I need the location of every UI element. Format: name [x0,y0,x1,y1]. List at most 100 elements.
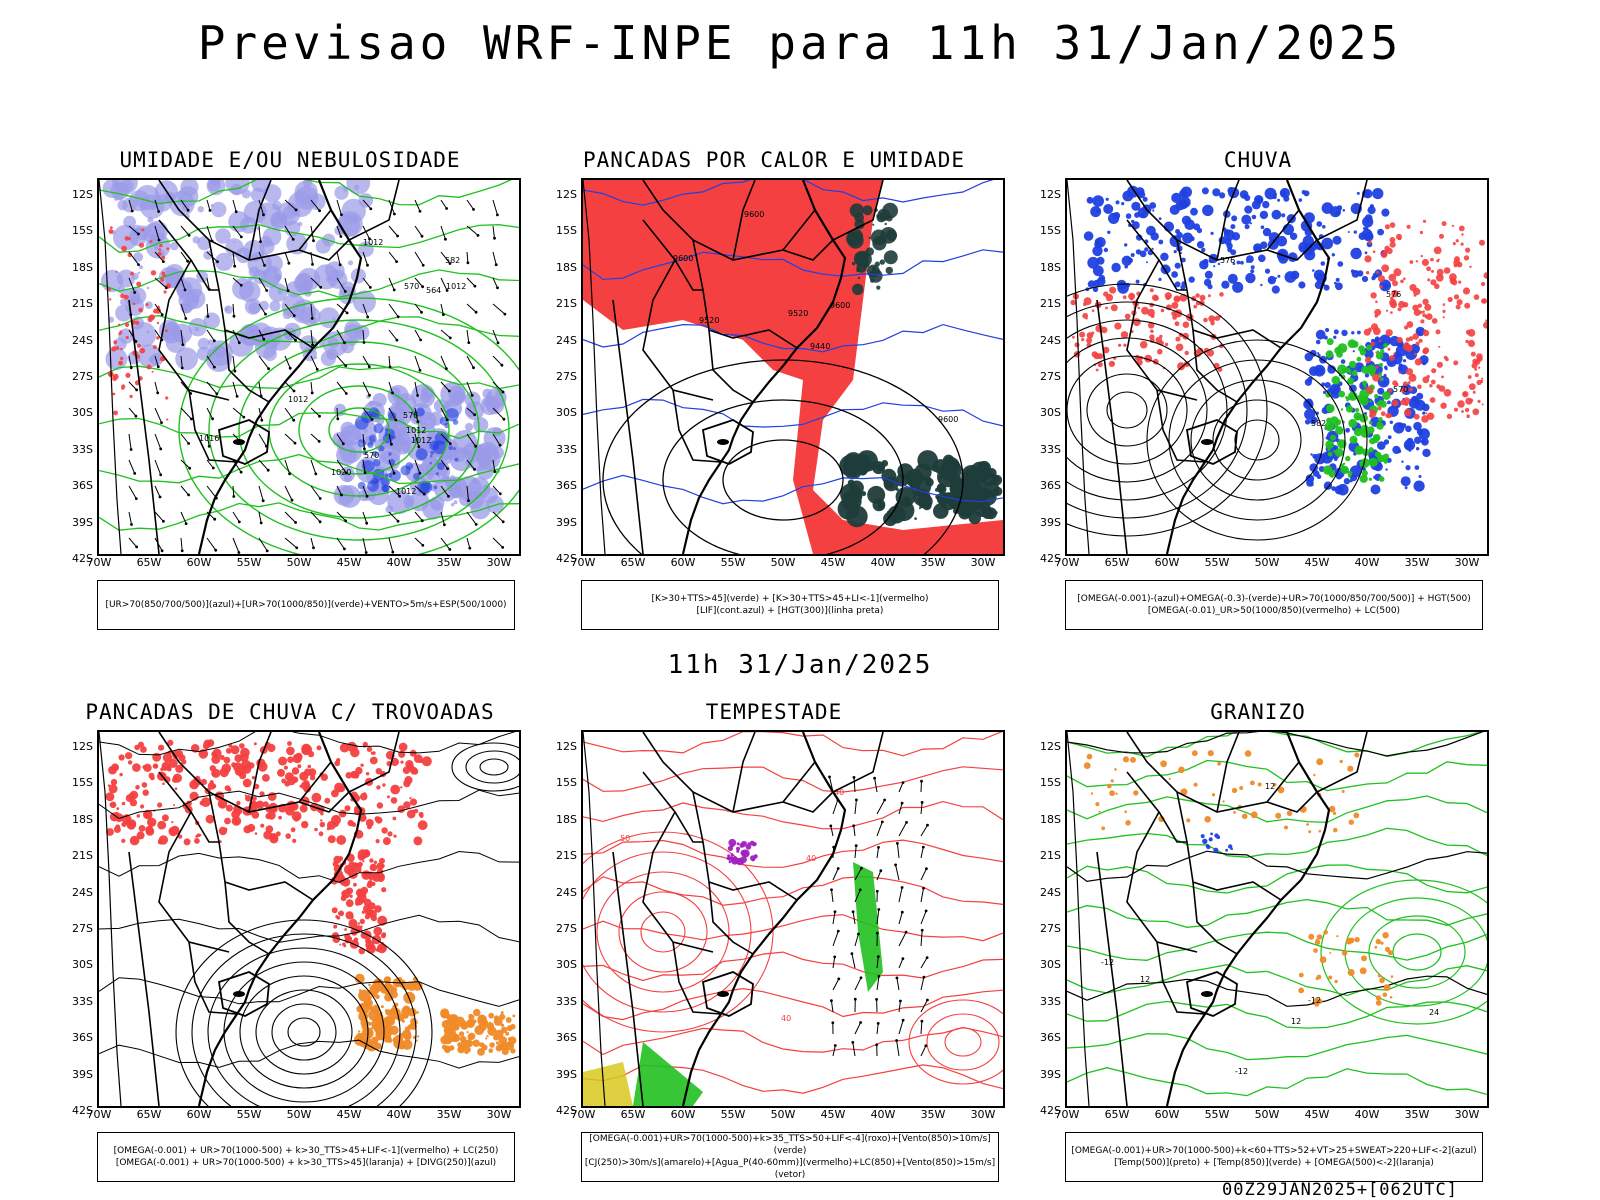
contour-label: 570 [1393,385,1408,394]
shaded-field [1363,219,1487,423]
y-tick-label: 21S [556,297,577,311]
contour-label: 1012 [406,426,426,435]
x-tick-label: 50W [286,556,312,569]
contour-label: -12 [1308,996,1321,1005]
contour-lines [178,297,519,554]
contour-lines [451,742,519,792]
y-tick-label: 18S [1040,812,1061,826]
y-tick-label: 30S [72,958,93,972]
panel-tempestade: TEMPESTADE 12S 15S 18S 21S 24S 27S 30S 33S 36S 39S… [539,700,1009,1190]
y-tick-label: 18S [556,260,577,274]
contour-label: 1016 [199,434,219,443]
isolines [99,732,519,1069]
panel-title: GRANIZO [1210,700,1306,724]
panel-title: PANCADAS POR CALOR E UMIDADE [582,148,965,172]
x-tick-label: 55W [1204,1108,1230,1121]
shaded-field [1303,326,1431,496]
legend-line: [OMEGA(-0.001)+UR>70(1000-500)+k<60+TTS>… [1071,1146,1477,1156]
y-tick-label: 24S [1040,333,1061,347]
contour-label: 9600 [673,254,693,263]
contour-lines [583,831,774,1033]
isolines [1067,732,1487,1007]
contour-label: 576 [403,411,418,420]
y-tick-label: 27S [72,370,93,383]
y-tick-label: 42S [1040,552,1061,565]
y-tick-label: 33S [72,994,93,1008]
contour-lines [602,359,964,554]
x-tick-label: 70W [570,556,596,569]
y-tick-label: 30S [1040,958,1061,972]
contour-label: 1012 [288,395,308,404]
y-tick-label: 27S [556,922,577,935]
contour-label: 1012 [411,436,431,445]
x-tick-label: 30W [486,556,512,569]
forecast-map: 40 50 40 40 [581,730,1005,1108]
x-tick-label: 35W [436,556,462,569]
x-tick-label: 55W [720,1108,746,1121]
panel-pancadas-trovoadas: PANCADAS DE CHUVA C/ TROVOADAS 12S 15S 18S 2… [55,700,525,1190]
x-tick-label: 70W [86,556,112,569]
y-tick-label: 15S [556,776,577,790]
y-tick-label: 15S [1040,224,1061,238]
x-tick-label: 35W [1404,556,1430,569]
y-tick-label: 24S [72,333,93,347]
y-tick-label: 15S [1040,776,1061,790]
x-tick-label: 40W [870,556,896,569]
forecast-map: 1012 1012 1012 1012 1012 1012 1016 1020 570 570 57… [97,178,521,556]
x-tick-label: 60W [670,556,696,569]
y-tick-label: 15S [72,224,93,238]
legend-line: [OMEGA(-0.001)+UR>70(1000-500)+k>35_TTS>… [589,1134,991,1156]
shaded-field [1083,185,1392,294]
map-base [583,180,884,554]
contour-label: 9520 [699,316,719,325]
shaded-field [440,1008,517,1056]
y-tick-label: 27S [1040,922,1061,935]
legend-line: [OMEGA(-0.001)-(azul)+OMEGA(-0.3)-(verde… [1077,594,1471,604]
contour-label: 570 [364,451,379,460]
legend-line: [K>30+TTS>45](verde) + [K>30+TTS>45+LI<-… [651,594,929,604]
x-tick-label: 70W [570,1108,596,1121]
panel-title: UMIDADE E/OU NEBULOSIDADE [119,148,461,172]
contour-label: 582 [1311,419,1326,428]
x-tick-label: 45W [336,556,362,569]
contour-label: 12 [1140,975,1150,984]
y-tick-label: 36S [1040,1031,1061,1045]
x-tick-label: 45W [820,1108,846,1121]
x-tick-label: 30W [486,1108,512,1121]
map-base [1067,732,1368,1106]
contour-label: 9600 [830,301,850,310]
legend-line: [LIF](cont.azul) + [HGT(300)](linha pret… [696,606,884,616]
contour-label: 576 [1220,256,1235,265]
wind-vectors [828,775,929,1057]
x-tick-label: 70W [86,1108,112,1121]
y-tick-label: 24S [1040,885,1061,899]
y-tick-label: 39S [556,1067,577,1081]
y-tick-label: 27S [556,370,577,383]
contour-label: 564 [426,286,441,295]
x-tick-label: 45W [820,556,846,569]
contour-label: -12 [1235,1067,1248,1076]
panel-chuva: CHUVA 12S 15S 18S 21S 24S 27S 30S 33S 36S 39S 42S 70… [1023,148,1493,638]
y-tick-label: 21S [72,297,93,311]
contour-label: 40 [781,1014,791,1023]
panel-umidade: UMIDADE E/OU NEBULOSIDADE 12S 15S 18S 21S 24S… [55,148,525,638]
y-tick-label: 42S [556,552,577,565]
y-tick-label: 30S [1040,406,1061,420]
legend-box: [OMEGA(-0.001)-(azul)+OMEGA(-0.3)-(verde… [1065,580,1483,630]
y-tick-label: 27S [1040,370,1061,383]
shaded-field [1298,930,1394,1007]
contour-label: 576 [1386,290,1401,299]
x-tick-label: 50W [770,1108,796,1121]
x-tick-label: 50W [1254,1108,1280,1121]
isolines [99,180,519,531]
y-tick-label: 36S [72,1031,93,1045]
y-tick-label: 24S [556,885,577,899]
y-tick-label: 18S [556,812,577,826]
shaded-field [846,202,898,295]
map-base [583,732,884,1106]
run-info-footer: 00Z29JAN2025+[062UTC] [1222,1180,1458,1200]
x-tick-label: 40W [386,556,412,569]
x-tick-label: 45W [1304,1108,1330,1121]
x-tick-label: 60W [670,1108,696,1121]
y-tick-label: 15S [556,224,577,238]
